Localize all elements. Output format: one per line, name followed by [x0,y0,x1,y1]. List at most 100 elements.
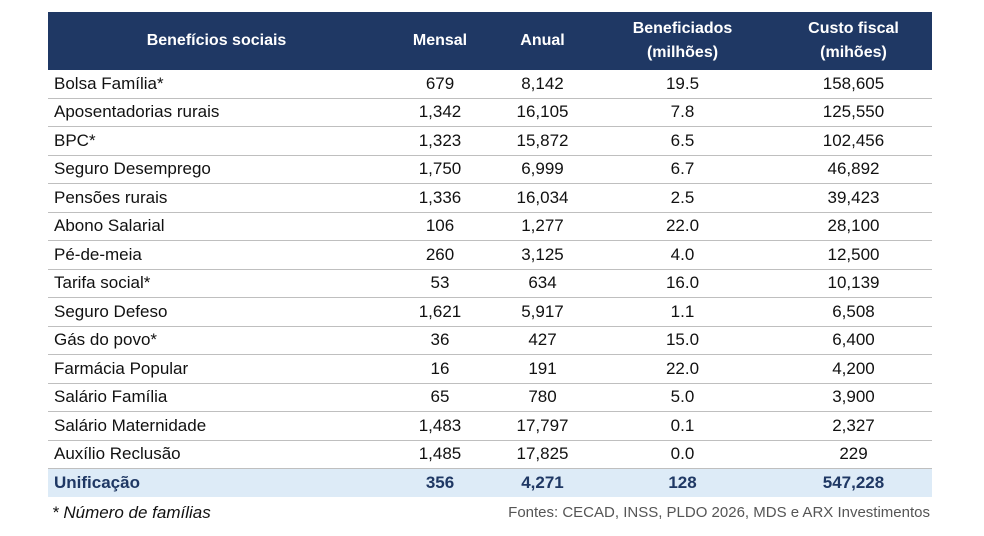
header-line: Anual [520,32,565,49]
table-row: BPC* 1,323 15,872 6.5 102,456 [48,126,932,156]
cell: 16,034 [495,183,590,213]
cell: 634 [495,269,590,298]
cell: 0.1 [590,411,775,441]
row-label: Auxílio Reclusão [48,440,385,469]
cell: 36 [385,326,495,355]
table-row: Abono Salarial 106 1,277 22.0 28,100 [48,212,932,241]
cell: 46,892 [775,155,932,184]
cell: 12,500 [775,240,932,270]
cell: 1,336 [385,183,495,213]
table-row: Seguro Desemprego 1,750 6,999 6.7 46,892 [48,155,932,184]
cell: 8,142 [495,70,590,99]
cell: 0.0 [590,440,775,469]
cell: 7.8 [590,98,775,127]
cell: 4.0 [590,240,775,270]
cell: 6,999 [495,155,590,184]
header-line: Benefícios sociais [146,32,287,49]
row-label: Seguro Desemprego [48,155,385,184]
cell: 128 [590,468,775,497]
total-row: Unificação 356 4,271 128 547,228 [48,468,932,497]
footnote: * Número de famílias [52,503,211,522]
cell: 229 [775,440,932,469]
cell: 53 [385,269,495,298]
cell: 16,105 [495,98,590,127]
header-line: Beneficiados [632,20,733,37]
column-header: Beneficiados (milhões) [590,12,775,70]
table-row: Salário Família 65 780 5.0 3,900 [48,383,932,412]
cell: 679 [385,70,495,99]
cell: 191 [495,354,590,384]
row-label: Pensões rurais [48,183,385,213]
cell: 106 [385,212,495,241]
cell: 1,342 [385,98,495,127]
cell: 1.1 [590,297,775,327]
row-label: Salário Família [48,383,385,412]
cell: 17,797 [495,411,590,441]
table-row: Salário Maternidade 1,483 17,797 0.1 2,327 [48,411,932,441]
cell: 427 [495,326,590,355]
header-line: (milhões) [646,44,719,61]
cell: 2.5 [590,183,775,213]
cell: 780 [495,383,590,412]
cell: 17,825 [495,440,590,469]
table-row: Auxílio Reclusão 1,485 17,825 0.0 229 [48,440,932,469]
cell: 1,483 [385,411,495,441]
cell: 547,228 [775,468,932,497]
header-line: (mihões) [820,44,887,61]
cell: 3,125 [495,240,590,270]
cell: 1,485 [385,440,495,469]
cell: 28,100 [775,212,932,241]
row-label: Seguro Defeso [48,297,385,327]
cell: 5.0 [590,383,775,412]
table-row: Pé-de-meia 260 3,125 4.0 12,500 [48,240,932,270]
cell: 22.0 [590,354,775,384]
cell: 260 [385,240,495,270]
cell: 16 [385,354,495,384]
cell: 356 [385,468,495,497]
cell: 19.5 [590,70,775,99]
row-label: Bolsa Família* [48,70,385,99]
cell: 6.5 [590,126,775,156]
cell: 22.0 [590,212,775,241]
source: Fontes: CECAD, INSS, PLDO 2026, MDS e AR… [508,504,930,521]
cell: 158,605 [775,70,932,99]
cell: 16.0 [590,269,775,298]
row-label: Aposentadorias rurais [48,98,385,127]
column-header: Anual [495,12,590,70]
row-label: Unificação [48,468,385,497]
cell: 1,323 [385,126,495,156]
cell: 4,271 [495,468,590,497]
header-line: Mensal [412,32,468,49]
table-row: Bolsa Família* 679 8,142 19.5 158,605 [48,70,932,99]
cell: 102,456 [775,126,932,156]
cell: 125,550 [775,98,932,127]
column-header: Custo fiscal (mihões) [775,12,932,70]
cell: 15,872 [495,126,590,156]
cell: 4,200 [775,354,932,384]
row-label: Gás do povo* [48,326,385,355]
table-row: Farmácia Popular 16 191 22.0 4,200 [48,354,932,384]
header-row: Benefícios sociais Mensal Anual Beneficiado… [48,12,932,70]
row-label: Pé-de-meia [48,240,385,270]
column-header: Benefícios sociais [48,12,385,70]
row-label: BPC* [48,126,385,156]
table-row: Seguro Defeso 1,621 5,917 1.1 6,508 [48,297,932,327]
table-row: Tarifa social* 53 634 16.0 10,139 [48,269,932,298]
table-row: Pensões rurais 1,336 16,034 2.5 39,423 [48,183,932,213]
cell: 5,917 [495,297,590,327]
cell: 1,621 [385,297,495,327]
cell: 15.0 [590,326,775,355]
table-body: Bolsa Família* 679 8,142 19.5 158,605 Aposent… [48,70,932,497]
table-row: Aposentadorias rurais 1,342 16,105 7.8 125,5… [48,98,932,127]
cell: 6.7 [590,155,775,184]
row-label: Farmácia Popular [48,354,385,384]
table-row: Gás do povo* 36 427 15.0 6,400 [48,326,932,355]
cell: 3,900 [775,383,932,412]
cell: 2,327 [775,411,932,441]
row-label: Tarifa social* [48,269,385,298]
cell: 10,139 [775,269,932,298]
cell: 1,277 [495,212,590,241]
cell: 39,423 [775,183,932,213]
row-label: Abono Salarial [48,212,385,241]
cell: 65 [385,383,495,412]
